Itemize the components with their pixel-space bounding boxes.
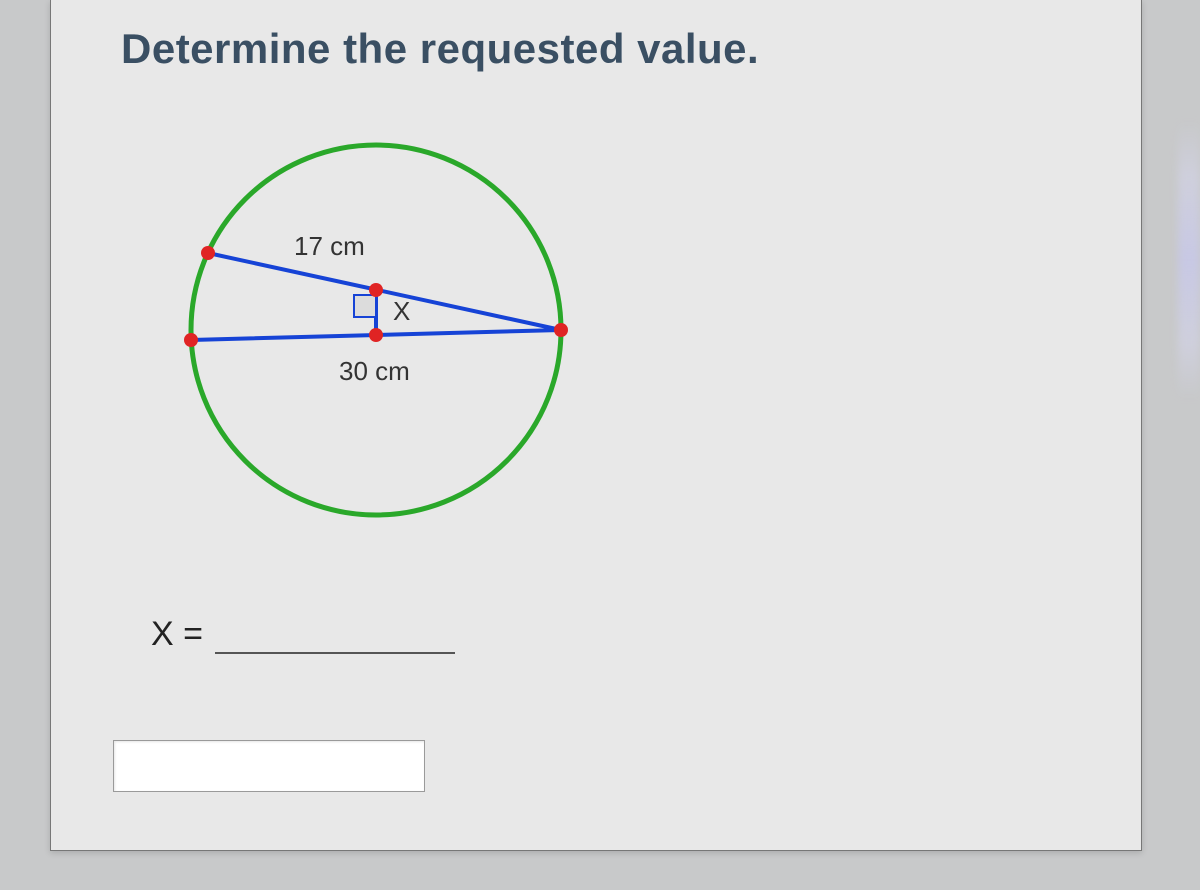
diagram-svg: 17 cm X 30 cm [141, 105, 661, 565]
label-30cm: 30 cm [339, 356, 410, 386]
right-angle-icon [354, 295, 376, 317]
equation-label: X = [151, 615, 203, 654]
diagram-point-3 [369, 328, 383, 342]
worksheet-page: Determine the requested value. 17 cm X 30 … [50, 0, 1142, 851]
label-17cm: 17 cm [294, 231, 365, 261]
label-x: X [393, 296, 410, 326]
equation-row: X = [151, 615, 455, 654]
chord-top [208, 253, 561, 330]
diagram-point-0 [201, 246, 215, 260]
diagram-point-4 [554, 323, 568, 337]
answer-underline [215, 648, 455, 654]
answer-box[interactable] [113, 740, 425, 792]
camera-glare [1178, 120, 1200, 400]
diagram-point-2 [369, 283, 383, 297]
circle-diagram: 17 cm X 30 cm [141, 105, 661, 565]
answer-input[interactable] [114, 741, 424, 791]
diagram-point-1 [184, 333, 198, 347]
question-heading: Determine the requested value. [121, 25, 759, 73]
